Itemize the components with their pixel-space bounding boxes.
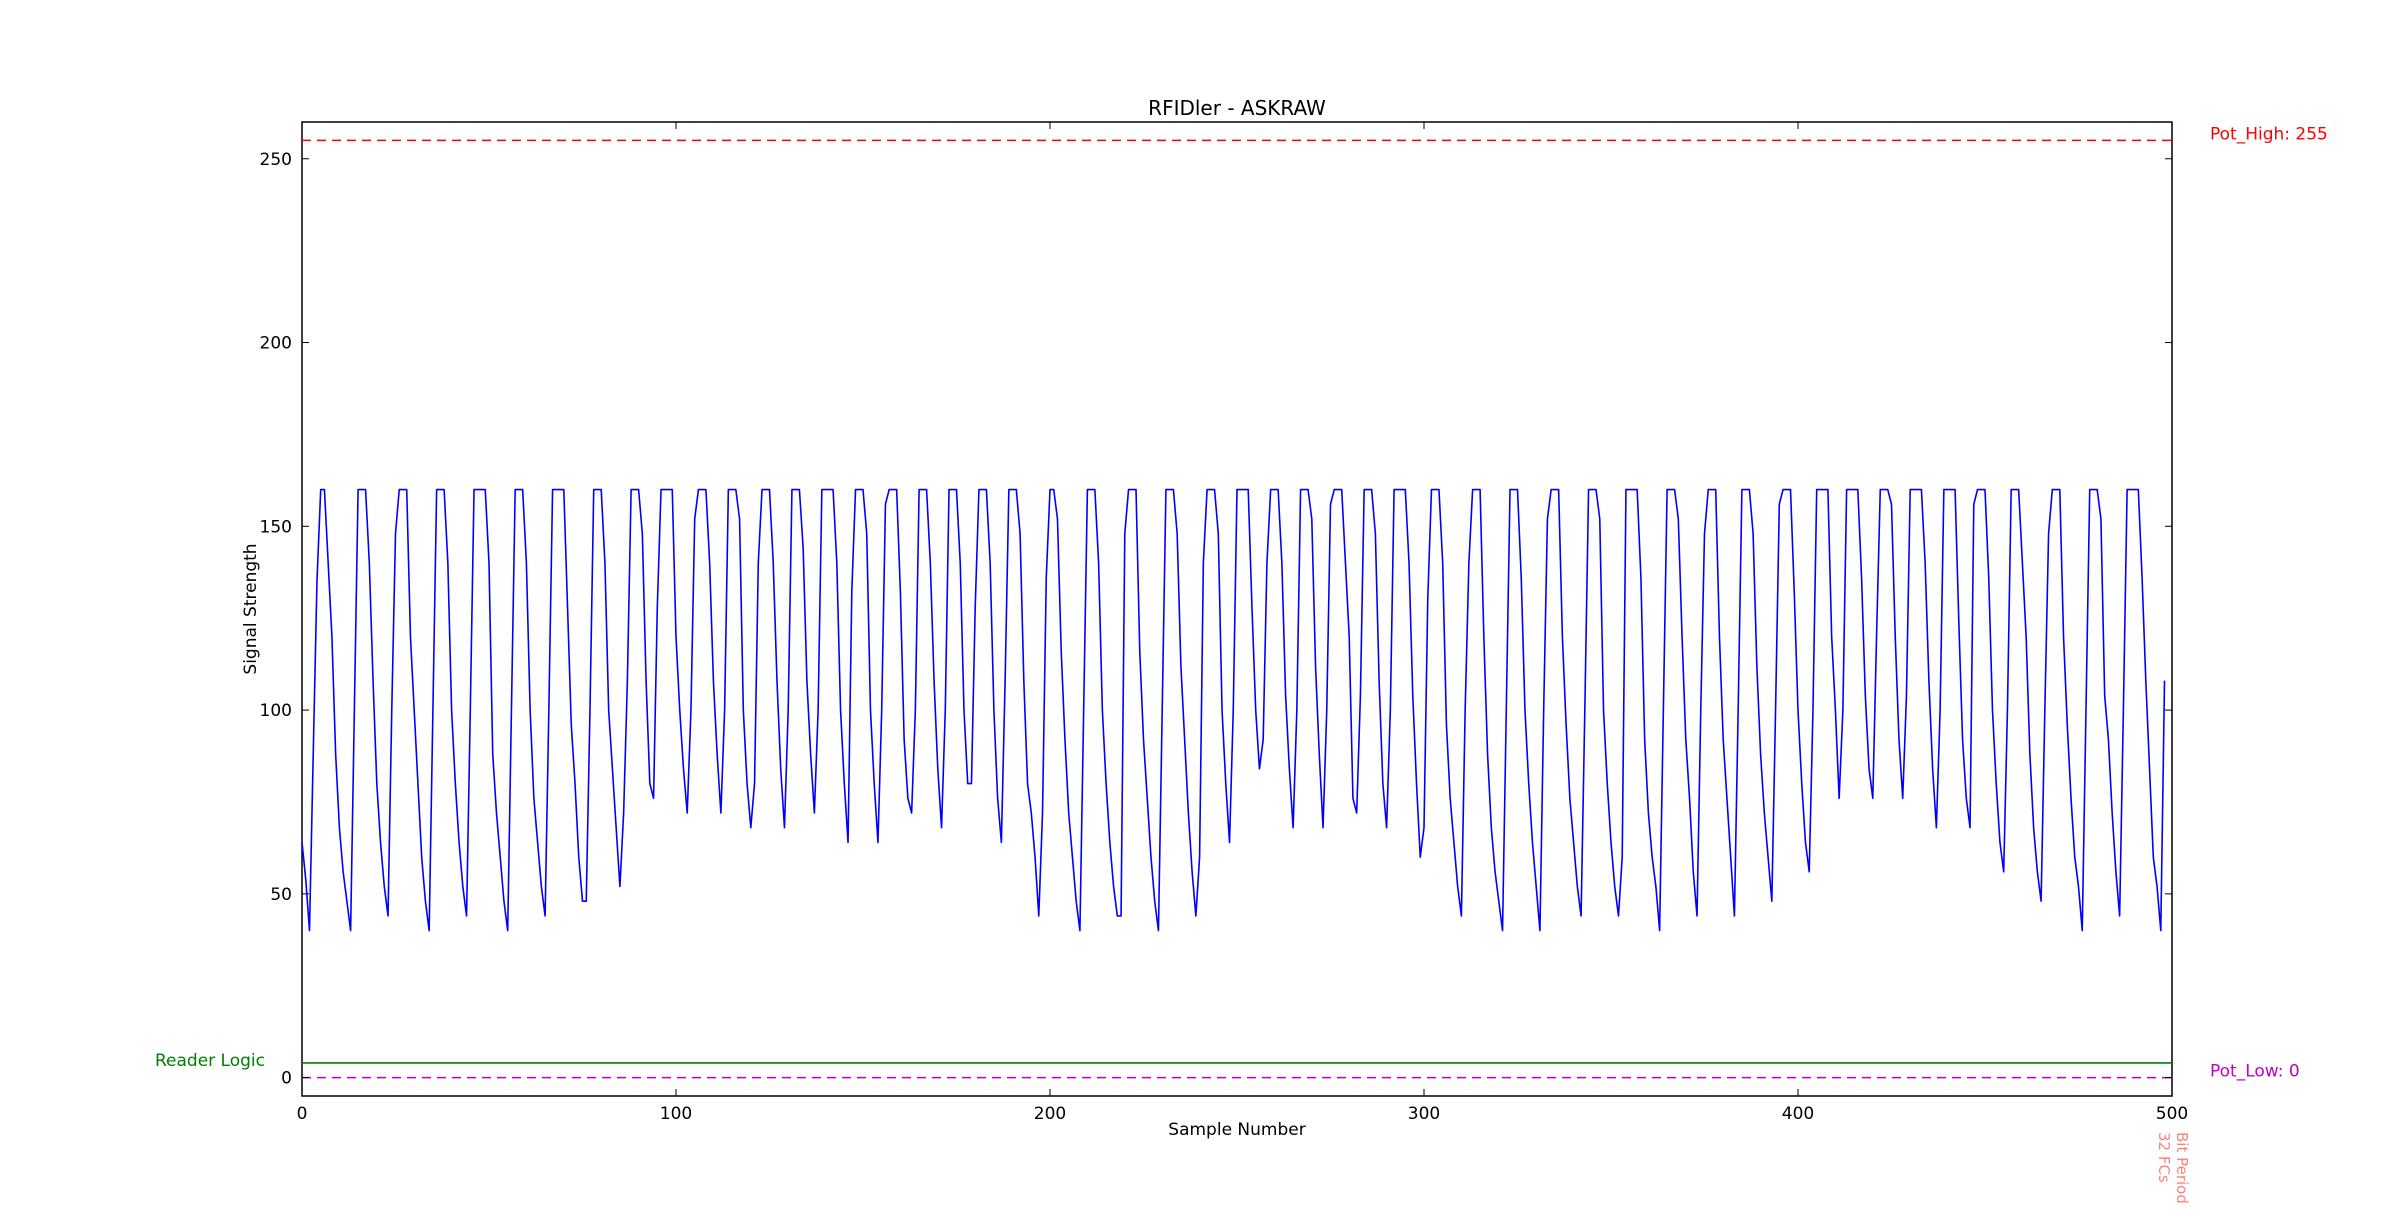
x-axis-label: Sample Number [1168,1120,1305,1140]
bit-period-label: Bit Period [2173,1132,2191,1204]
x-tick-label: 100 [660,1104,692,1124]
pot-low-label: Pot_Low: 0 [2210,1062,2300,1082]
y-axis-ticks: 0 50 100 150 200 250 [260,150,2172,1089]
y-tick-label: 50 [270,885,292,905]
reader-logic-label: Reader Logic [155,1051,265,1071]
y-tick-label: 0 [281,1069,292,1089]
bit-period-annotation: Bit Period 32 FCs [2155,1132,2191,1204]
signal-series-line [301,488,2166,932]
x-tick-label: 200 [1034,1104,1066,1124]
x-axis-ticks: 0 100 200 300 400 500 [297,122,2188,1124]
x-tick-label: 500 [2156,1104,2188,1124]
y-tick-label: 250 [260,150,292,170]
x-tick-label: 400 [1782,1104,1814,1124]
bit-period-fcs-label: 32 FCs [2155,1132,2173,1183]
y-axis-label: Signal Strength [241,543,261,674]
y-tick-label: 200 [260,334,292,354]
y-tick-label: 150 [260,517,292,537]
y-tick-label: 100 [260,701,292,721]
axes-frame [301,121,2173,1097]
chart-title: RFIDler - ASKRAW [1148,96,1326,120]
pot-high-label: Pot_High: 255 [2210,124,2328,144]
x-tick-label: 0 [297,1104,308,1124]
x-tick-label: 300 [1408,1104,1440,1124]
plot-area [301,121,2173,1097]
